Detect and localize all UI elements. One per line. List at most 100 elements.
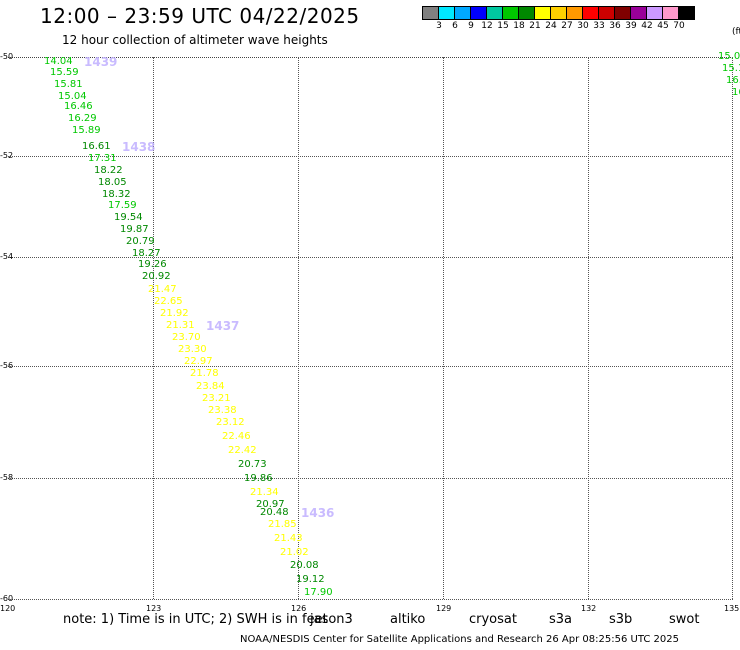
wave-height-value: 21.43 bbox=[274, 533, 303, 544]
satellite-label-s3a: s3a bbox=[549, 612, 573, 627]
gridline-lat-52 bbox=[8, 156, 733, 157]
legend-label: 45 bbox=[657, 21, 669, 31]
wave-height-value: 19.12 bbox=[296, 574, 325, 585]
legend-label: 33 bbox=[593, 21, 605, 31]
wave-height-value: 19.86 bbox=[244, 473, 273, 484]
gridline-lon-129 bbox=[443, 57, 444, 599]
legend-label: 15 bbox=[497, 21, 509, 31]
legend-label: 39 bbox=[625, 21, 637, 31]
legend-swatch bbox=[614, 6, 631, 20]
legend-label: 27 bbox=[561, 21, 573, 31]
legend-swatch bbox=[598, 6, 615, 20]
legend-swatch bbox=[502, 6, 519, 20]
lat-label: -60 bbox=[0, 594, 14, 603]
legend-label: 42 bbox=[641, 21, 653, 31]
wave-height-value: 21.85 bbox=[268, 519, 297, 530]
wave-height-value: 16.46 bbox=[64, 101, 93, 112]
wave-height-value: 17.31 bbox=[88, 153, 117, 164]
wave-height-value: 21.47 bbox=[148, 284, 177, 295]
legend-swatch bbox=[518, 6, 535, 20]
legend-label: 21 bbox=[529, 21, 541, 31]
wave-height-value: 20.79 bbox=[126, 236, 155, 247]
lat-label: -56 bbox=[0, 361, 14, 370]
wave-height-value: 15.89 bbox=[72, 125, 101, 136]
wave-height-value: 15.1 bbox=[722, 63, 740, 74]
wave-height-value: 18.27 bbox=[132, 248, 161, 259]
wave-height-value: 15.04 bbox=[58, 91, 87, 102]
wave-height-value: 16.61 bbox=[82, 141, 111, 152]
wave-height-value: 22.65 bbox=[154, 296, 183, 307]
wave-height-value: 17.59 bbox=[108, 200, 137, 211]
footer-note: note: 1) Time is in UTC; 2) SWH is in fe… bbox=[63, 612, 328, 627]
legend-label: 6 bbox=[452, 21, 458, 31]
satellite-label-swot: swot bbox=[669, 612, 700, 627]
wave-height-value: 21.31 bbox=[166, 320, 195, 331]
legend-labels: 3 6 9 12 15 18 21 24 27 30 33 36 39 42 45 70 bbox=[422, 20, 694, 32]
legend-swatch bbox=[486, 6, 503, 20]
wave-height-value: 16. bbox=[726, 75, 740, 86]
wave-height-value: 23.38 bbox=[208, 405, 237, 416]
wave-height-value: 15.59 bbox=[50, 67, 79, 78]
wave-height-value: 15.01 bbox=[718, 51, 740, 62]
wave-height-value: 20.73 bbox=[238, 459, 267, 470]
gridline-lat-60 bbox=[8, 599, 733, 600]
lon-label: 132 bbox=[581, 604, 597, 613]
gridline-lon-123 bbox=[153, 57, 154, 599]
legend-swatch bbox=[550, 6, 567, 20]
page-subtitle: 12 hour collection of altimeter wave hei… bbox=[62, 33, 328, 47]
legend-label: 3 bbox=[436, 21, 442, 31]
wave-height-value: 21.92 bbox=[160, 308, 189, 319]
legend-swatch bbox=[454, 6, 471, 20]
wave-height-value: 23.70 bbox=[172, 332, 201, 343]
lon-label: 135 bbox=[724, 604, 740, 613]
wave-height-value: 19.87 bbox=[120, 224, 149, 235]
wave-height-value: 14.04 bbox=[44, 56, 73, 67]
wave-height-value: 23.30 bbox=[178, 344, 207, 355]
credit-line: NOAA/NESDIS Center for Satellite Applica… bbox=[240, 634, 679, 645]
pass-id-label: 1439 bbox=[84, 55, 118, 69]
wave-height-value: 22.97 bbox=[184, 356, 213, 367]
pass-id-label: 1438 bbox=[122, 140, 156, 154]
wave-height-value: 15.81 bbox=[54, 79, 83, 90]
gridline-lat-58 bbox=[8, 478, 733, 479]
wave-height-value: 22.46 bbox=[222, 431, 251, 442]
plot-area bbox=[8, 57, 733, 599]
legend-swatch bbox=[646, 6, 663, 20]
legend-swatch bbox=[422, 6, 439, 20]
lon-label: 129 bbox=[436, 604, 452, 613]
wave-height-value: 23.12 bbox=[216, 417, 245, 428]
wave-height-value: 20.97 bbox=[256, 499, 285, 510]
legend-swatches bbox=[422, 6, 695, 20]
legend-swatch bbox=[662, 6, 679, 20]
wave-height-value: 19.26 bbox=[138, 259, 167, 270]
wave-height-value: 18.32 bbox=[102, 189, 131, 200]
satellite-label-altiko: altiko bbox=[390, 612, 426, 627]
legend-label: 36 bbox=[609, 21, 621, 31]
gridline-lon-132 bbox=[588, 57, 589, 599]
wave-height-value: 21.78 bbox=[190, 368, 219, 379]
gridline-lat-56 bbox=[8, 366, 733, 367]
wave-height-value: 19.54 bbox=[114, 212, 143, 223]
wave-height-value: 17.90 bbox=[304, 587, 333, 598]
wave-height-value: 20.08 bbox=[290, 560, 319, 571]
gridline-lon-135 bbox=[732, 57, 733, 599]
legend-swatch bbox=[630, 6, 647, 20]
wave-height-value: 18.22 bbox=[94, 165, 123, 176]
legend-unit: (ft) bbox=[732, 27, 740, 37]
legend-label: 70 bbox=[673, 21, 685, 31]
page-title: 12:00 – 23:59 UTC 04/22/2025 bbox=[40, 4, 360, 28]
legend-label: 18 bbox=[513, 21, 525, 31]
legend-swatch bbox=[566, 6, 583, 20]
lat-label: -54 bbox=[0, 252, 14, 261]
lon-label: 126 bbox=[291, 604, 307, 613]
lat-label: -50 bbox=[0, 52, 14, 61]
legend-swatch bbox=[470, 6, 487, 20]
legend-label: 30 bbox=[577, 21, 589, 31]
legend-swatch bbox=[534, 6, 551, 20]
lon-label: 123 bbox=[146, 604, 162, 613]
wave-height-value: 22.42 bbox=[228, 445, 257, 456]
wave-height-value: 23.84 bbox=[196, 381, 225, 392]
lat-label: -52 bbox=[0, 151, 14, 160]
gridline-lat-54 bbox=[8, 257, 733, 258]
